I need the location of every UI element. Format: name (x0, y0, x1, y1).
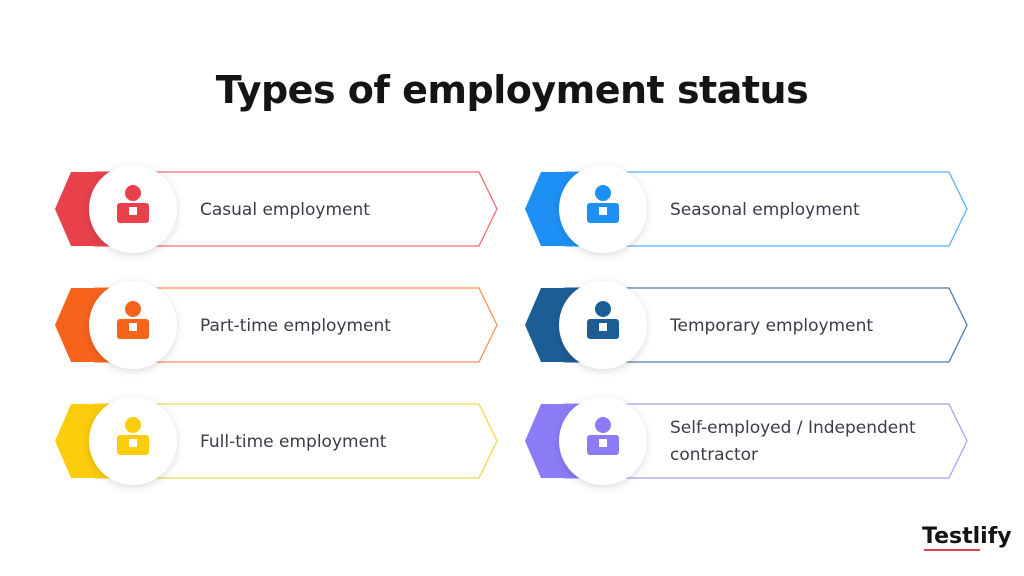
icon-shape (595, 417, 611, 433)
item-label: Part-time employment (200, 315, 391, 336)
item-label: Full-time employment (200, 431, 387, 452)
card (55, 397, 498, 485)
item-label: Temporary employment (670, 315, 874, 336)
icon-detail (129, 323, 137, 331)
icon-detail (129, 207, 137, 215)
icon (587, 185, 619, 223)
card (55, 165, 498, 253)
card (525, 281, 968, 369)
brand-underline (924, 549, 980, 551)
card (525, 165, 968, 253)
icon (587, 417, 619, 455)
icon (117, 185, 149, 223)
icon-detail (129, 439, 137, 447)
icon-shape (595, 185, 611, 201)
icon-detail (599, 323, 607, 331)
icon-shape (125, 417, 141, 433)
icon-detail (599, 439, 607, 447)
card (55, 281, 498, 369)
brand: Testlify (922, 524, 1012, 549)
icon-shape (595, 301, 611, 317)
item-label: Self-employed / Independent contractor (670, 418, 916, 465)
item-label: Seasonal employment (670, 199, 860, 220)
title: Types of employment status (215, 68, 809, 112)
icon-shape (125, 185, 141, 201)
item-label: Casual employment (200, 199, 370, 220)
card (525, 397, 968, 485)
icon-shape (125, 301, 141, 317)
icon (587, 301, 619, 339)
icon (117, 301, 149, 339)
icon-detail (599, 207, 607, 215)
icon (117, 417, 149, 455)
